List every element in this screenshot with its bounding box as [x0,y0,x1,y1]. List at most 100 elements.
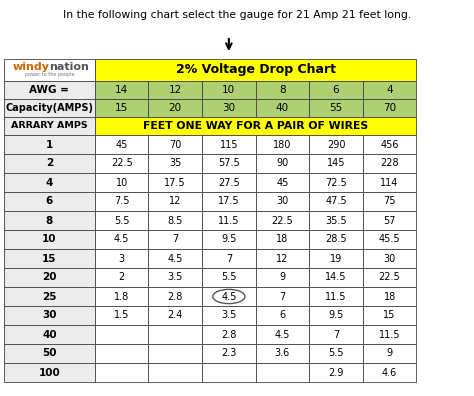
Bar [95,135,148,154]
Bar [95,249,148,268]
Bar [95,268,148,287]
Bar [95,287,148,306]
Bar [363,173,417,192]
Bar [148,325,202,344]
Bar [202,249,255,268]
Text: 5.5: 5.5 [114,215,129,225]
Text: 15: 15 [383,310,396,320]
Text: 7: 7 [172,234,178,244]
Text: 5.5: 5.5 [221,272,237,282]
Text: 9.5: 9.5 [328,310,344,320]
Bar [363,287,417,306]
Text: nation: nation [49,62,89,72]
Bar [202,192,255,211]
Text: In the following chart select the gauge for 21 Amp 21 feet long.: In the following chart select the gauge … [63,10,411,20]
Text: 5.5: 5.5 [328,348,344,358]
Bar [363,211,417,230]
Bar [148,154,202,173]
Text: 40: 40 [276,103,289,113]
Text: 18: 18 [276,234,289,244]
Bar [148,306,202,325]
Text: 2: 2 [46,158,53,169]
Text: 4.5: 4.5 [168,253,183,263]
Text: 8: 8 [279,85,286,95]
Bar [202,154,255,173]
Bar [95,59,417,81]
Text: 90: 90 [276,158,289,169]
Text: 1.5: 1.5 [114,310,129,320]
Bar [309,344,363,363]
Bar [309,192,363,211]
Bar [95,363,148,382]
Bar [309,325,363,344]
Text: 11.5: 11.5 [325,291,347,301]
Text: 3: 3 [118,253,125,263]
Text: 180: 180 [273,139,292,150]
Text: 4.5: 4.5 [275,329,290,339]
Text: 30: 30 [276,196,289,206]
Text: 9.5: 9.5 [221,234,237,244]
Bar [309,154,363,173]
Bar [95,325,148,344]
Bar [202,306,255,325]
Text: 290: 290 [327,139,345,150]
Text: 57: 57 [383,215,396,225]
Text: 10: 10 [116,177,128,187]
Bar [202,99,255,117]
Text: power to the people: power to the people [25,72,74,77]
Text: 18: 18 [383,291,396,301]
Bar [4,135,95,154]
Bar [363,306,417,325]
Text: 12: 12 [169,196,182,206]
Bar [148,211,202,230]
Text: 17.5: 17.5 [218,196,240,206]
Bar [4,117,95,135]
Text: 45: 45 [276,177,289,187]
Bar [255,173,309,192]
Bar [309,249,363,268]
Text: 8.5: 8.5 [168,215,183,225]
Text: 35.5: 35.5 [325,215,347,225]
Bar [4,173,95,192]
Bar [4,249,95,268]
Text: 47.5: 47.5 [325,196,347,206]
Bar [202,344,255,363]
Bar [255,211,309,230]
Bar [309,230,363,249]
Bar [255,287,309,306]
Text: 7: 7 [279,291,285,301]
Text: 2.8: 2.8 [168,291,183,301]
Bar [95,306,148,325]
Text: 55: 55 [329,103,343,113]
Bar [202,268,255,287]
Bar [148,81,202,99]
Text: 2.4: 2.4 [168,310,183,320]
Bar [4,154,95,173]
Bar [309,287,363,306]
Text: 1: 1 [46,139,53,150]
Bar [95,154,148,173]
Text: 11.5: 11.5 [379,329,401,339]
Text: 2.9: 2.9 [328,367,344,377]
Bar [255,344,309,363]
Bar [309,135,363,154]
Text: 75: 75 [383,196,396,206]
Bar [148,344,202,363]
Bar [363,81,417,99]
Text: 70: 70 [169,139,182,150]
Text: 114: 114 [381,177,399,187]
Bar [4,325,95,344]
Text: 100: 100 [38,367,60,377]
Text: 2% Voltage Drop Chart: 2% Voltage Drop Chart [176,63,336,76]
Bar [255,135,309,154]
Bar [148,192,202,211]
Text: 27.5: 27.5 [218,177,240,187]
Bar [363,325,417,344]
Bar [363,344,417,363]
Text: 2.3: 2.3 [221,348,237,358]
Text: 57.5: 57.5 [218,158,240,169]
Text: 72.5: 72.5 [325,177,347,187]
Bar [202,211,255,230]
Bar [309,81,363,99]
Bar [255,363,309,382]
